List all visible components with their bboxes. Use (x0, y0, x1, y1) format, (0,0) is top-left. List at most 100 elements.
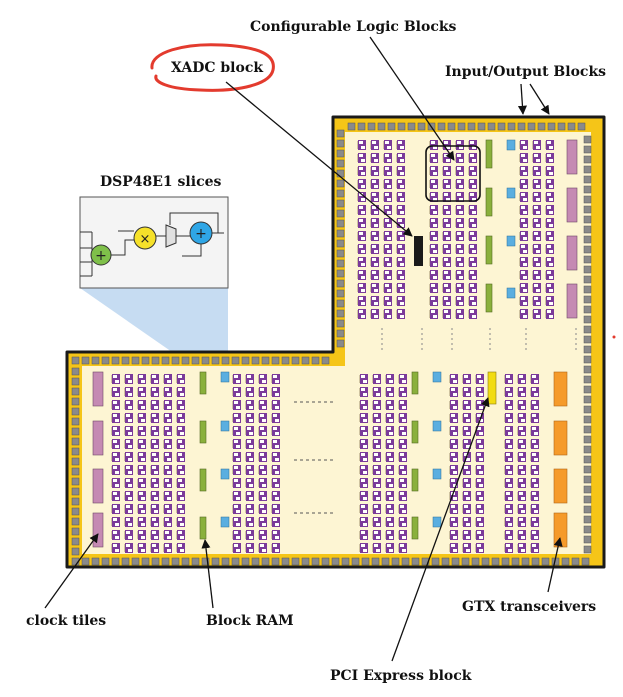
io-pad (321, 356, 330, 365)
clb-tile (399, 517, 407, 527)
clock-tile (566, 235, 578, 271)
clb-tile (233, 374, 241, 384)
clb-tile (531, 452, 539, 462)
io-pad (437, 122, 446, 131)
clb-tile (463, 426, 471, 436)
io-pad (71, 387, 80, 396)
io-pad (151, 356, 160, 365)
io-pad (241, 356, 250, 365)
io-pad (441, 557, 450, 566)
clb-tile (233, 400, 241, 410)
clb-tile (233, 465, 241, 475)
clb-tile (384, 218, 392, 228)
clb-tile (505, 465, 513, 475)
clb-tile (518, 387, 526, 397)
io-pad (281, 557, 290, 566)
io-pad (71, 477, 80, 486)
clb-tile (272, 491, 280, 501)
clb-tile (520, 153, 528, 163)
clb-tile (476, 478, 484, 488)
clb-tile (399, 413, 407, 423)
clb-tile (520, 231, 528, 241)
io-pad (211, 356, 220, 365)
io-pad (451, 557, 460, 566)
clb-tile (151, 374, 159, 384)
io-pad (583, 475, 592, 484)
io-pad (131, 557, 140, 566)
clb-tile (456, 231, 464, 241)
clb-tile (371, 153, 379, 163)
clb-tile (164, 426, 172, 436)
clb-tile (399, 387, 407, 397)
io-pad (121, 356, 130, 365)
clb-tile (373, 413, 381, 423)
clb-tile (430, 205, 438, 215)
io-pad (517, 122, 526, 131)
clb-tile (456, 244, 464, 254)
bram-block (485, 283, 493, 313)
label-configurable-logic-blocks: Configurable Logic Blocks (250, 19, 457, 35)
clb-tile (371, 257, 379, 267)
clb-tile (469, 244, 477, 254)
clb-tile (397, 140, 405, 150)
fabric (92, 139, 578, 553)
io-pad (81, 356, 90, 365)
clb-tile (371, 244, 379, 254)
clb-tile (518, 439, 526, 449)
clb-tile (450, 530, 458, 540)
clb-tile (272, 517, 280, 527)
clb-tile (456, 309, 464, 319)
clb-tile (546, 179, 554, 189)
io-pad (471, 557, 480, 566)
clb-tile (125, 400, 133, 410)
clb-tile (397, 153, 405, 163)
label-gtx-transceivers: GTX transceivers (462, 599, 596, 615)
clb-tile (259, 465, 267, 475)
io-pad (336, 159, 345, 168)
clb-tile (164, 465, 172, 475)
clb-tile (505, 400, 513, 410)
clb-tile (259, 426, 267, 436)
clb-tile (360, 387, 368, 397)
clb-tile (430, 283, 438, 293)
clb-tile (259, 439, 267, 449)
clb-tile (358, 140, 366, 150)
clb-tile (505, 491, 513, 501)
io-pad (583, 515, 592, 524)
clb-tile (397, 244, 405, 254)
clb-tile (397, 205, 405, 215)
clb-tile (546, 153, 554, 163)
clb-tile (360, 543, 368, 553)
clb-tile (358, 296, 366, 306)
clb-tile (469, 296, 477, 306)
clb-tile (430, 244, 438, 254)
clb-tile (371, 270, 379, 280)
clb-tile (430, 218, 438, 228)
clb-tile (360, 504, 368, 514)
io-pad (271, 557, 280, 566)
clb-tile (164, 387, 172, 397)
clb-tile (456, 218, 464, 228)
clb-tile (125, 478, 133, 488)
clb-tile (177, 478, 185, 488)
clb-tile (397, 166, 405, 176)
io-pad (211, 557, 220, 566)
clb-tile (125, 530, 133, 540)
io-pad (583, 345, 592, 354)
clb-tile (386, 387, 394, 397)
clb-tile (358, 218, 366, 228)
clb-tile (533, 153, 541, 163)
clb-tile (505, 517, 513, 527)
clb-tile (397, 283, 405, 293)
clb-tile (384, 140, 392, 150)
io-pad (251, 557, 260, 566)
clb-tile (469, 309, 477, 319)
clb-tile (360, 439, 368, 449)
io-pad (583, 485, 592, 494)
clb-tile (469, 257, 477, 267)
clb-tile (399, 530, 407, 540)
clb-tile (443, 166, 451, 176)
clb-tile (373, 374, 381, 384)
io-pad (583, 335, 592, 344)
clb-tile (533, 244, 541, 254)
